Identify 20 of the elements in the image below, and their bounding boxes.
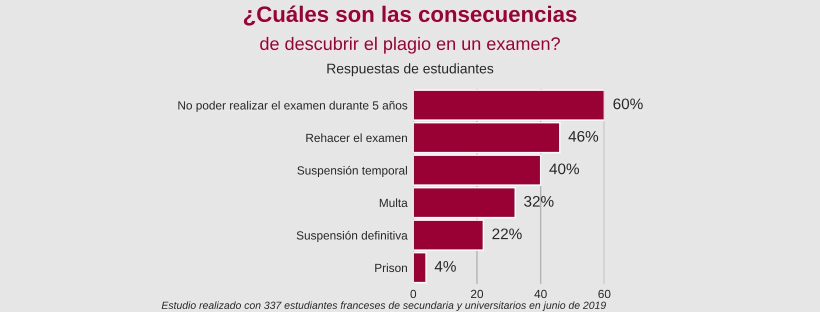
- y-tick-label: Rehacer el examen: [306, 133, 407, 142]
- text: Estudio realizado con 337 estudiantes franceses de secundaria y universitarios en junio de 2019: [162, 301, 606, 312]
- y-tick-label: No poder realizar el examen durante 5 años: [178, 100, 408, 112]
- y-tick-label: Suspensión temporal: [297, 166, 407, 177]
- data-label: 4%: [434, 261, 456, 272]
- chart-title: ¿Cuáles son las consecuencias: [244, 6, 576, 26]
- y-tick-label: Multa: [380, 198, 408, 208]
- x-tick-label: 60: [598, 290, 610, 298]
- x-tick-label: 40: [534, 290, 547, 298]
- data-label: 46%: [568, 130, 598, 142]
- y-tick-label: Suspensión definitiva: [296, 230, 408, 242]
- text: Respuestas de estudiantes: [327, 63, 494, 76]
- x-tick-label: 20: [470, 290, 484, 298]
- data-label: 22%: [492, 228, 522, 240]
- data-label: 40%: [549, 163, 580, 174]
- data-label: 32%: [524, 196, 554, 207]
- data-label: 60%: [613, 98, 643, 110]
- chart-subtitle: de descubrir el plagio en un examen?: [260, 36, 560, 54]
- x-tick-label: 0: [410, 290, 416, 298]
- y-tick-label: Prison: [375, 263, 407, 272]
